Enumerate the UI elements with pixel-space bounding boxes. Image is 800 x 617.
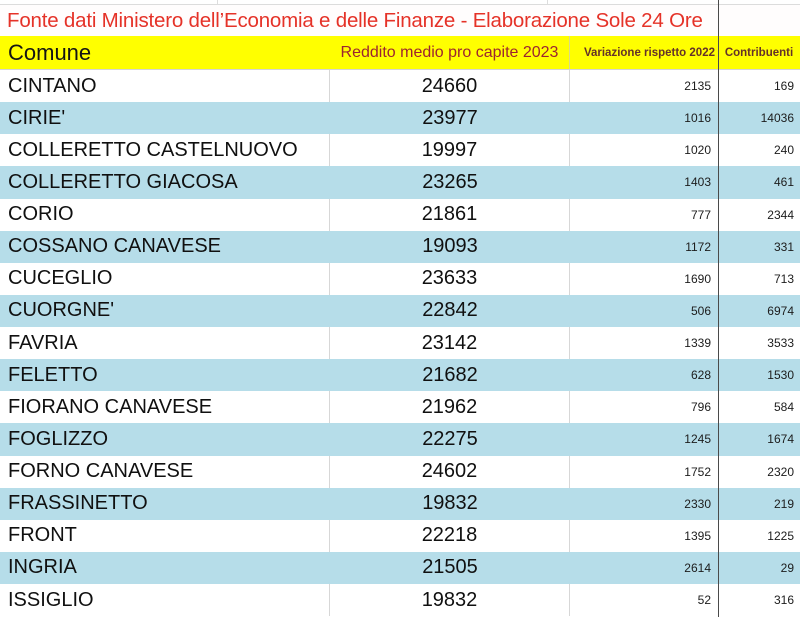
cell-reddito: 23265	[422, 170, 478, 193]
cell-reddito: 22275	[422, 427, 478, 450]
cell-variazione: 1690	[684, 271, 711, 286]
cell-contribuenti: 2344	[767, 207, 794, 222]
table-row: CINTANO 24660 2135 169	[0, 70, 800, 103]
cell-reddito: 21682	[422, 363, 478, 386]
table-row: INGRIA 21505 2614 29	[0, 551, 800, 584]
column-header-reddito: Reddito medio pro capite 2023	[330, 36, 570, 69]
cell-variazione: 2614	[684, 560, 711, 575]
column-header-comune: Comune	[8, 39, 92, 65]
cell-comune: CUORGNE'	[8, 299, 115, 322]
cell-variazione: 1245	[684, 432, 711, 447]
table-row: CUORGNE' 22842 506 6974	[0, 294, 800, 327]
cell-contribuenti: 584	[773, 400, 794, 415]
cell-reddito: 24660	[330, 70, 570, 103]
cell-variazione: 1016	[684, 111, 711, 126]
cell-comune: COLLERETTO GIACOSA	[8, 170, 238, 193]
cell-contribuenti: 169	[773, 79, 794, 94]
cell-variazione: 1752	[684, 464, 711, 479]
cell-reddito: 23633	[330, 262, 570, 295]
table-row: ISSIGLIO 19832 52 316	[0, 584, 800, 617]
table-row: FRASSINETTO 19832 2330 219	[0, 487, 800, 520]
cell-variazione: 2330	[684, 496, 711, 511]
cell-variazione: 628	[690, 368, 711, 383]
table-row: FELETTO 21682 628 1530	[0, 359, 800, 392]
cell-comune: INGRIA	[8, 556, 77, 579]
cell-contribuenti: 331	[773, 239, 794, 254]
cell-comune: FRASSINETTO	[8, 492, 148, 515]
cell-reddito: 22218	[330, 519, 570, 552]
cell-reddito: 21962	[330, 391, 570, 424]
source-title-row: Fonte dati Ministero dell’Economia e del…	[0, 5, 800, 36]
cell-contribuenti: 316	[773, 593, 794, 608]
table-row: CIRIE' 23977 1016 14036	[0, 102, 800, 135]
cell-contribuenti: 713	[773, 271, 794, 286]
cell-variazione: 777	[690, 207, 711, 222]
cell-contribuenti: 1674	[767, 432, 794, 447]
table-row: COLLERETTO GIACOSA 23265 1403 461	[0, 166, 800, 199]
table-row: CORIO 21861 777 2344	[0, 198, 800, 231]
cell-reddito: 21505	[422, 556, 478, 579]
cell-variazione: 506	[690, 303, 711, 318]
cell-contribuenti: 1225	[767, 528, 794, 543]
cell-reddito: 23142	[330, 327, 570, 360]
cell-comune: CUCEGLIO	[0, 262, 330, 295]
source-title: Fonte dati Ministero dell’Economia e del…	[7, 8, 703, 32]
cell-comune: COSSANO CANAVESE	[8, 235, 222, 258]
clipped-top-row	[0, 0, 800, 5]
cell-contribuenti: 6974	[767, 303, 794, 318]
column-header-variazione: Variazione rispetto 2022	[583, 46, 715, 59]
cell-contribuenti: 240	[773, 143, 794, 158]
cell-contribuenti: 29	[780, 560, 794, 575]
cell-reddito: 19093	[422, 235, 478, 258]
table-row: FORNO CANAVESE 24602 1752 2320	[0, 455, 800, 488]
cell-comune: FAVRIA	[0, 327, 330, 360]
cell-variazione: 1172	[685, 239, 711, 254]
table-body: CINTANO 24660 2135 169 CIRIE' 23977 1016…	[0, 70, 800, 617]
cell-comune: FORNO CANAVESE	[0, 455, 330, 488]
cell-comune: FRONT	[0, 519, 330, 552]
cell-comune: COLLERETTO CASTELNUOVO	[0, 134, 330, 167]
cell-reddito: 23977	[422, 106, 478, 129]
cell-comune: FIORANO CANAVESE	[0, 391, 330, 424]
cell-contribuenti: 14036	[760, 111, 794, 126]
gridline	[547, 0, 548, 4]
cell-reddito: 24602	[330, 455, 570, 488]
table-row: CUCEGLIO 23633 1690 713	[0, 262, 800, 295]
cell-contribuenti: 219	[773, 496, 794, 511]
gridline	[217, 0, 218, 4]
cell-reddito: 19832	[422, 492, 478, 515]
cell-variazione: 1403	[684, 175, 711, 190]
table-row: FIORANO CANAVESE 21962 796 584	[0, 391, 800, 424]
table-row: COSSANO CANAVESE 19093 1172 331	[0, 230, 800, 263]
cell-comune: CIRIE'	[8, 106, 66, 129]
table-row: FAVRIA 23142 1339 3533	[0, 327, 800, 360]
table-row: FOGLIZZO 22275 1245 1674	[0, 423, 800, 456]
cell-contribuenti: 3533	[767, 336, 794, 351]
cell-variazione: 1395	[684, 528, 711, 543]
dark-column-gridline	[718, 0, 719, 617]
cell-comune: CORIO	[0, 198, 330, 231]
cell-reddito: 22842	[422, 299, 478, 322]
cell-contribuenti: 2320	[767, 464, 794, 479]
cell-variazione: 2135	[684, 79, 711, 94]
cell-contribuenti: 1530	[767, 368, 794, 383]
cell-variazione: 52	[697, 593, 711, 608]
cell-variazione: 1339	[684, 336, 711, 351]
cell-contribuenti: 461	[773, 175, 794, 190]
cell-reddito: 21861	[330, 198, 570, 231]
cell-comune: ISSIGLIO	[0, 584, 330, 617]
cell-variazione: 796	[690, 400, 711, 415]
cell-reddito: 19997	[330, 134, 570, 167]
cell-comune: FOGLIZZO	[8, 427, 108, 450]
cell-variazione: 1020	[684, 143, 711, 158]
cell-comune: CINTANO	[0, 70, 330, 103]
table-row: FRONT 22218 1395 1225	[0, 519, 800, 552]
table-header-row: Comune Reddito medio pro capite 2023 Var…	[0, 36, 800, 70]
cell-comune: FELETTO	[8, 363, 98, 386]
table-row: COLLERETTO CASTELNUOVO 19997 1020 240	[0, 134, 800, 167]
cell-reddito: 19832	[330, 584, 570, 617]
column-header-contribuenti: Contribuenti	[724, 46, 794, 59]
